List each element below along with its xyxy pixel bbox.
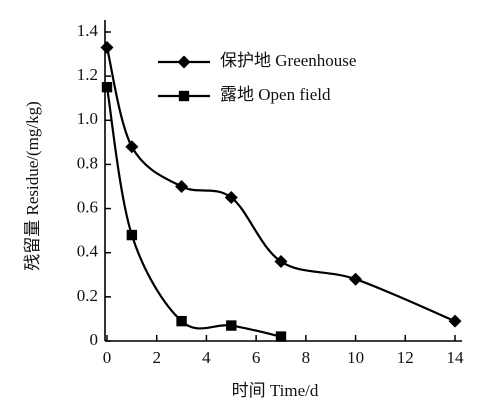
x-tick-label: 4 [202, 348, 211, 367]
legend-label: 露地 Open field [220, 85, 331, 104]
diamond-marker [274, 255, 288, 269]
y-tick-label: 0.4 [77, 242, 99, 261]
diamond-marker [125, 140, 139, 154]
square-marker [275, 331, 287, 342]
y-tick-label: 0 [90, 330, 99, 349]
diamond-marker [448, 314, 462, 328]
x-tick-label: 14 [447, 348, 465, 367]
y-tick-label: 0.2 [77, 286, 98, 305]
y-axis-label: 残留量 Residue/(mg/kg) [23, 101, 42, 271]
square-marker [226, 320, 237, 331]
legend-marker [177, 55, 191, 69]
series-line [105, 86, 282, 338]
y-tick-label: 0.6 [77, 197, 98, 216]
diamond-marker [224, 191, 238, 205]
diamond-marker [175, 180, 189, 193]
diamond-marker [349, 272, 363, 286]
square-marker [176, 315, 187, 327]
diamond-marker [100, 40, 114, 54]
legend-label: 保护地 Greenhouse [220, 51, 356, 70]
x-tick-label: 2 [152, 348, 161, 367]
x-tick-label: 12 [397, 348, 414, 367]
x-tick-label: 6 [252, 348, 261, 367]
y-tick-label: 1.0 [77, 109, 98, 128]
y-tick-label: 0.8 [77, 153, 98, 172]
x-axis-label: 时间 Time/d [232, 381, 319, 400]
square-marker [101, 81, 113, 93]
y-tick-label: 1.4 [77, 21, 99, 40]
y-tick-label: 1.2 [77, 65, 98, 84]
x-tick-label: 10 [347, 348, 364, 367]
legend-marker [178, 90, 190, 102]
x-tick-label: 8 [302, 348, 311, 367]
x-tick-label: 0 [103, 348, 112, 367]
square-marker [126, 229, 138, 241]
